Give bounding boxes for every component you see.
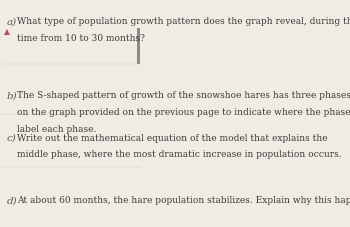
Text: on the graph provided on the previous page to indicate where the phases are chan: on the graph provided on the previous pa… xyxy=(18,108,350,117)
Text: The S-shaped pattern of growth of the snowshoe hares has three phases. Draw two : The S-shaped pattern of growth of the sn… xyxy=(18,91,350,100)
FancyBboxPatch shape xyxy=(137,28,140,64)
Text: d): d) xyxy=(7,196,18,205)
Text: b): b) xyxy=(7,91,18,100)
Text: ▲: ▲ xyxy=(4,27,10,36)
Text: Write out the mathematical equation of the model that explains the: Write out the mathematical equation of t… xyxy=(18,134,328,143)
Text: What type of population growth pattern does the graph reveal, during the: What type of population growth pattern d… xyxy=(18,17,350,26)
Text: label each phase.: label each phase. xyxy=(18,125,97,134)
Text: At about 60 months, the hare population stabilizes. Explain why this happens.: At about 60 months, the hare population … xyxy=(18,196,350,205)
Text: middle phase, where the most dramatic increase in population occurs.: middle phase, where the most dramatic in… xyxy=(18,151,342,160)
Text: c): c) xyxy=(7,134,17,143)
Text: a): a) xyxy=(7,17,17,26)
Text: time from 10 to 30 months?: time from 10 to 30 months? xyxy=(18,34,145,43)
